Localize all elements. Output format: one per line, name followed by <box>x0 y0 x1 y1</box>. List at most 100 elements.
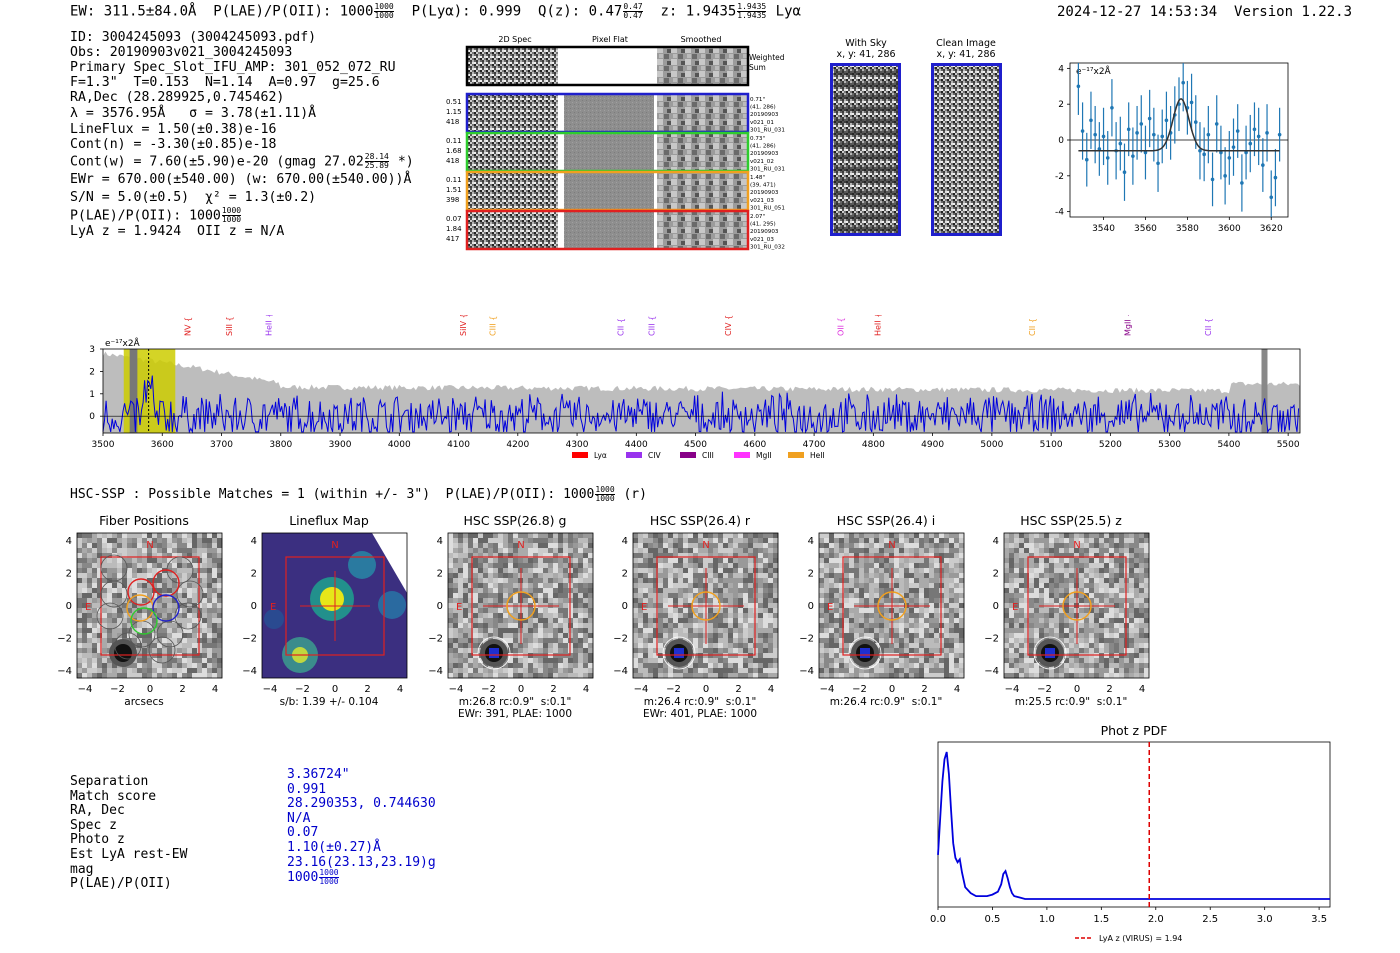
emission-line-marker: MgII { <box>1124 315 1133 336</box>
cutout-xtick: −4 <box>449 684 464 695</box>
emission-line-marker: CII { <box>616 318 625 336</box>
spectrum-xtick: 5400 <box>1217 440 1240 450</box>
cutout-ytick: −4 <box>799 666 814 677</box>
linefit-point <box>1269 170 1274 217</box>
cutout-xtick: 4 <box>583 684 589 695</box>
spectrum-xtick: 4600 <box>743 440 766 450</box>
row-right-label: 301_RU_031 <box>750 166 785 172</box>
cutout-xtick: −2 <box>852 684 867 695</box>
cutout-caption: m:26.4 rc:0.9" s:0.1" <box>829 696 943 708</box>
linefit-ytick: 0 <box>1058 136 1064 146</box>
svg-text:CIV: CIV <box>648 451 661 460</box>
linefit-point <box>1256 107 1261 166</box>
match-circle <box>1062 591 1092 621</box>
linefit-model-curve <box>1078 97 1280 152</box>
fiber-circle <box>130 607 158 635</box>
cutout-title: Lineflux Map <box>289 513 369 528</box>
cutout-xtick: 0 <box>703 684 709 695</box>
cutout-xtick: 2 <box>735 684 741 695</box>
clean-image-title: Clean Image x, y: 41, 286 <box>936 38 996 60</box>
spectrum-ytick: 3 <box>89 345 95 355</box>
linefit-point <box>1273 148 1278 207</box>
col-title-smoothed: Smoothed <box>681 35 722 44</box>
spectrum-flux-line <box>102 375 1300 434</box>
svg-text:MgII: MgII <box>756 451 772 460</box>
linefit-point <box>1219 125 1223 180</box>
cutout-xtick: −4 <box>78 684 93 695</box>
spectrum-xtick: 3700 <box>210 440 233 450</box>
full-spectrum-plot: e⁻¹⁷x2Å 3 2 1 0 3500 3600 3700 3800 3900 4000 4100 4… <box>89 315 1301 460</box>
photz-xtick: 0.5 <box>984 914 1000 925</box>
cutout-ytick: −2 <box>984 634 999 645</box>
spectrum-xtick: 4700 <box>803 440 826 450</box>
svg-text:SiIV {: SiIV { <box>459 315 468 336</box>
info-contn: Cont(n) = -3.30(±0.85)e-18 <box>70 137 277 152</box>
cutout-title: HSC SSP(26.4) r <box>649 513 751 528</box>
linefit-point <box>1160 109 1165 164</box>
cutout-image: 4 2 0 −2 −4 −4 −2 0 2 4 N E <box>428 532 594 695</box>
row-right-label: 301_RU_031 <box>750 127 785 133</box>
match-table-value: 28.290353, 0.744630 <box>287 796 436 812</box>
cutout-ytick: 2 <box>437 569 443 580</box>
info-plae: P(LAE)/P(OII): 1000 1000 1000 <box>70 206 242 224</box>
linefit-xtick: 3540 <box>1092 224 1115 234</box>
spectrum-legend-item: CIV <box>626 451 661 460</box>
linefit-point <box>1231 118 1236 176</box>
spectrum-legend-item: CIII <box>680 451 714 460</box>
north-label: N <box>146 540 153 551</box>
linefit-point <box>1110 79 1114 137</box>
cutout-ytick: −2 <box>57 634 72 645</box>
row-right-label: 2.07" <box>750 214 765 220</box>
east-label: E <box>641 602 647 613</box>
line-fit-plot: e⁻¹⁷x2Å 4 2 0 -2 -4 3540 3560 3580 3600 3620 <box>1055 62 1289 234</box>
row-left-label: 417 <box>446 235 459 243</box>
cutout-ytick: 4 <box>66 536 72 547</box>
cutout-ytick: −4 <box>984 666 999 677</box>
aperture-box <box>842 556 942 656</box>
linefit-point <box>1139 95 1144 153</box>
spec2d-panel: 2D Spec Pixel Flat Smoothed Weighted Sum… <box>446 35 785 250</box>
cutout-xtick: 2 <box>1106 684 1112 695</box>
row-right-label: 20190903 <box>750 229 779 235</box>
linefit-ytick: -4 <box>1055 208 1064 218</box>
linefit-point <box>1126 102 1131 157</box>
spec-row: 0.07 1.84 417 2.07" (41, 295)20190903 v021_03… <box>446 209 785 250</box>
photz-xtick: 2.0 <box>1148 914 1164 925</box>
linefit-xtick: 3600 <box>1218 224 1241 234</box>
spectrum-xtick: 4300 <box>566 440 589 450</box>
row-right-label: (39, 471) <box>750 183 776 189</box>
row-right-label: (41, 286) <box>750 144 776 150</box>
svg-text:CII {: CII { <box>616 318 625 336</box>
linefit-point <box>1118 116 1123 171</box>
spectrum-xtick: 3600 <box>151 440 174 450</box>
match-table-value: 3.36724" <box>287 767 350 782</box>
cutout-image: 4 2 0 −2 −4 −4 −2 0 2 4 N E <box>242 532 408 695</box>
match-table-value: N/A <box>287 810 311 826</box>
linefit-xtick: 3560 <box>1134 224 1157 234</box>
match-circle <box>691 591 721 621</box>
linefit-point <box>1143 125 1148 180</box>
row-right-label: 301_RU_032 <box>750 244 785 250</box>
with-sky-image <box>830 63 901 236</box>
row-right-label: (41, 295) <box>750 222 776 228</box>
linefit-point <box>1277 107 1282 162</box>
info-sn: S/N = 5.0(±0.5) χ² = 1.3(±0.2) <box>70 190 317 205</box>
cutout-xtick: −4 <box>263 684 278 695</box>
row-right-label: (41, 286) <box>750 105 776 111</box>
cutout-xtick: 0 <box>147 684 153 695</box>
svg-text:HeII {: HeII { <box>264 315 273 336</box>
linefit-point <box>1105 131 1110 185</box>
clean-image <box>931 63 1002 236</box>
spectrum-legend-item: HeII <box>788 451 825 460</box>
match-table-label: Est LyA rest-EW <box>70 847 188 862</box>
linefit-point <box>1122 143 1127 201</box>
cutout-xtick: −2 <box>295 684 310 695</box>
cutout-xtick: 2 <box>550 684 556 695</box>
spectrum-ytick: 2 <box>89 367 95 377</box>
svg-text:CII {: CII { <box>1028 318 1037 336</box>
spectrum-xtick: 5100 <box>1040 440 1063 450</box>
emission-line-marker: NV { <box>184 317 193 336</box>
info-id: ID: 3004245093 (3004245093.pdf) <box>70 30 317 45</box>
linefit-point <box>1089 91 1093 149</box>
emission-line-marker: HeII { <box>264 315 273 336</box>
